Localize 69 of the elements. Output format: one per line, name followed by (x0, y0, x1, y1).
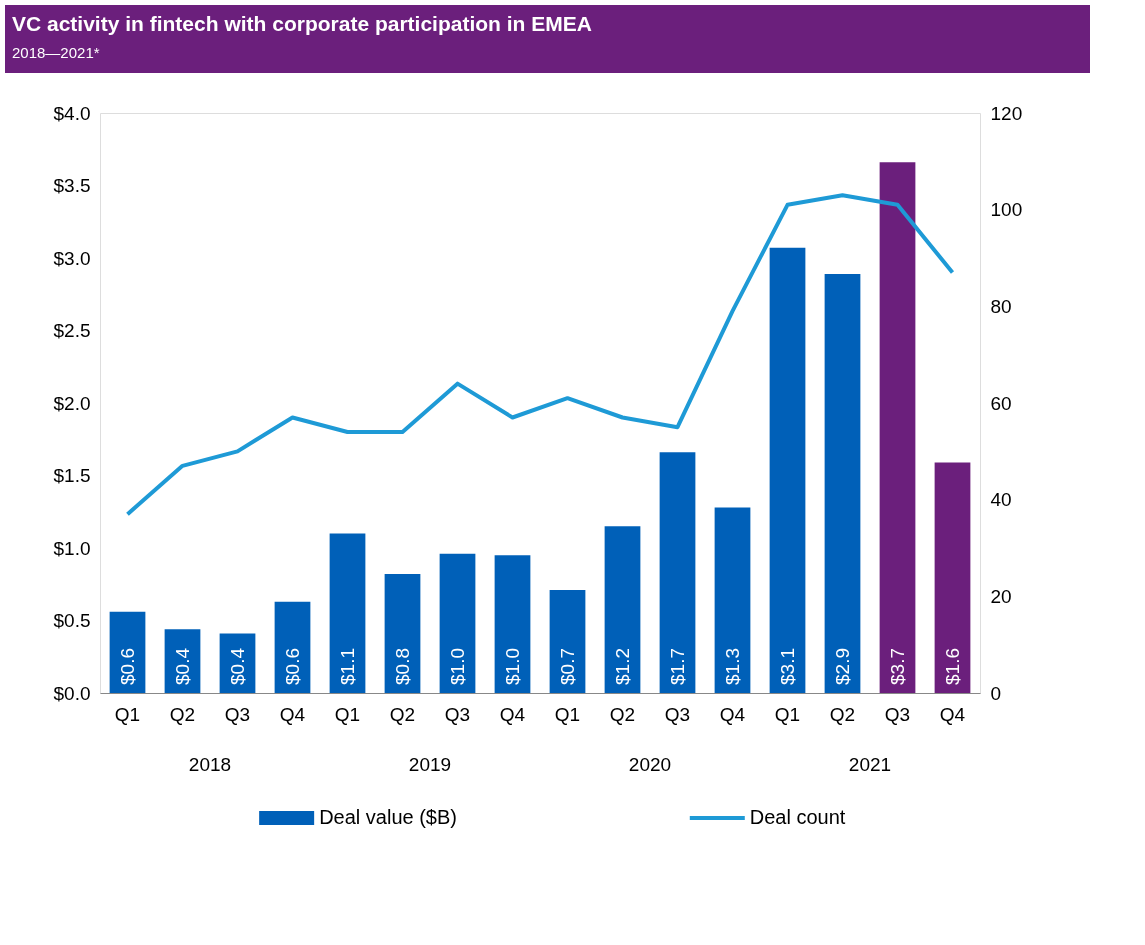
data-label: $1.3 (721, 648, 743, 685)
data-label: $0.6 (281, 648, 303, 685)
text: 2019 (408, 754, 452, 775)
bar (384, 574, 421, 693)
bar (494, 555, 531, 693)
x-tick-label: Q1 (334, 703, 361, 725)
data-label: $1.0 (501, 648, 523, 685)
data-label: $1.7 (666, 648, 688, 685)
data-label: $0.6 (116, 648, 138, 685)
bar (714, 507, 751, 693)
x-tick-label: Q4 (499, 703, 526, 725)
x-tick-label: Q3 (444, 703, 471, 725)
bar (824, 273, 861, 693)
line-series (125, 193, 955, 517)
x-tick-label: Q3 (224, 703, 251, 725)
y2-tick-label: 100 (990, 199, 1023, 221)
bar (934, 462, 971, 693)
y-tick-label: $1.0 (53, 537, 91, 559)
y-tick-label: $0.5 (53, 610, 91, 631)
y-tick-label: $3.5 (53, 175, 91, 196)
data-label: $0.4 (171, 647, 193, 685)
x-tick-label: Q1 (774, 703, 801, 725)
text: 2021 (848, 754, 892, 775)
y-tick-label: $0.0 (53, 682, 91, 704)
x-tick-label: Q2 (169, 703, 196, 725)
y-tick-label: $4.0 (53, 102, 91, 124)
data-label: $0.4 (226, 647, 248, 685)
data-label: $0.8 (391, 648, 413, 685)
data-label: $1.6 (941, 648, 963, 685)
data-label: $1.2 (611, 648, 633, 685)
data-label: $0.7 (556, 648, 578, 685)
y2-tick-label: 60 (990, 392, 1012, 414)
data-label: $2.9 (831, 648, 853, 685)
chart-title: VC activity in fintech with corporate participation in EMEA (12, 12, 592, 35)
text: 2018 (188, 754, 232, 775)
bar (879, 162, 916, 693)
data-label: $3.7 (886, 648, 908, 685)
x-tick-label: Q2 (389, 703, 416, 725)
y2-tick-label: 120 (990, 102, 1023, 124)
x-tick-label: Q2 (609, 703, 636, 725)
legend-label: Deal count (749, 806, 846, 828)
y-tick-label: $2.5 (53, 320, 91, 341)
y-tick-label: $3.0 (53, 247, 91, 269)
data-label: $3.1 (776, 648, 798, 685)
x-tick-label: Q1 (114, 703, 141, 725)
x-tick-label: Q4 (939, 703, 966, 725)
bar (549, 590, 586, 693)
bar (659, 452, 696, 693)
y-tick-label: $1.5 (53, 465, 91, 486)
bar (439, 553, 476, 693)
y2-tick-label: 80 (990, 295, 1012, 317)
legend-label: Deal value ($B) (319, 806, 457, 828)
bar (604, 526, 641, 693)
chart-subtitle: 2018—2021* (12, 44, 100, 61)
y2-tick-label: 40 (990, 489, 1012, 511)
bar (769, 247, 806, 693)
x-tick-label: Q4 (279, 703, 306, 725)
y-tick-label: $2.0 (53, 392, 91, 414)
x-tick-label: Q1 (554, 703, 581, 725)
data-label: $1.0 (446, 648, 468, 685)
data-label: $1.1 (336, 648, 358, 685)
y2-tick-label: 20 (990, 585, 1012, 607)
bar (329, 533, 366, 693)
x-tick-label: Q2 (829, 703, 856, 725)
x-tick-label: Q3 (884, 703, 911, 725)
x-tick-label: Q4 (719, 703, 746, 725)
text: 2020 (628, 754, 672, 775)
y2-tick-label: 0 (990, 682, 1002, 704)
x-tick-label: Q3 (664, 703, 691, 725)
